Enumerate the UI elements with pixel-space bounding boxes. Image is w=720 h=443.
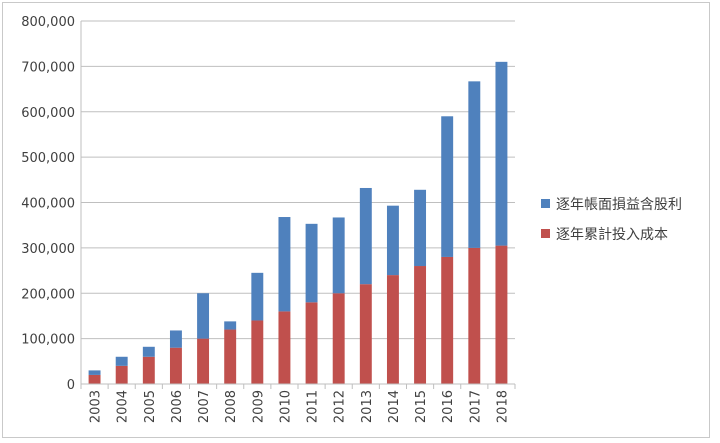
y-tick-label: 0 [67, 378, 75, 393]
bar-profit-2007[interactable] [197, 293, 210, 339]
bar-profit-2016[interactable] [441, 116, 454, 257]
y-tick-label: 700,000 [21, 60, 75, 75]
bar-profit-2009[interactable] [251, 272, 264, 321]
x-tick-label: 2013 [360, 390, 375, 423]
x-tick-label: 2015 [414, 390, 429, 423]
legend-label: 逐年累計投入成本 [556, 227, 668, 243]
x-tick-label: 2018 [495, 390, 510, 423]
bar-profit-2005[interactable] [142, 346, 155, 357]
x-tick-label: 2008 [224, 390, 239, 423]
x-tick-label: 2005 [143, 390, 158, 423]
axes [80, 21, 516, 389]
bar-cost-2004[interactable] [115, 365, 128, 384]
x-tick-label: 2010 [278, 390, 293, 423]
bar-cost-2011[interactable] [305, 302, 318, 384]
y-tick-label: 200,000 [21, 287, 75, 302]
y-tick-label: 500,000 [21, 151, 75, 166]
bar-cost-2012[interactable] [332, 293, 345, 384]
bar-cost-2009[interactable] [251, 320, 264, 384]
bar-profit-2004[interactable] [115, 356, 128, 366]
y-tick-label: 600,000 [21, 106, 75, 121]
bar-profit-2006[interactable] [169, 330, 182, 348]
bar-profit-2017[interactable] [468, 81, 481, 248]
x-tick-label: 2003 [89, 390, 104, 423]
bar-cost-2010[interactable] [278, 311, 291, 384]
x-tick-label: 2009 [251, 390, 266, 423]
bar-cost-2016[interactable] [441, 256, 454, 384]
bar-cost-2018[interactable] [495, 245, 508, 384]
bar-cost-2014[interactable] [386, 275, 399, 384]
bar-cost-2005[interactable] [142, 356, 155, 384]
bar-cost-2013[interactable] [359, 284, 372, 384]
x-tick-label: 2016 [441, 390, 456, 423]
y-tick-label: 300,000 [21, 242, 75, 257]
y-tick-label: 800,000 [21, 15, 75, 30]
y-tick-label: 400,000 [21, 197, 75, 212]
bar-profit-2010[interactable] [278, 217, 291, 312]
bars [88, 61, 508, 384]
gridlines [81, 20, 515, 385]
bar-profit-2014[interactable] [386, 205, 399, 276]
x-tick-label: 2014 [387, 390, 402, 423]
chart-area[interactable]: 0 100,000 200,000 300,000 400,000 500,000 600,… [2, 2, 710, 438]
bar-cost-2003[interactable] [88, 374, 101, 384]
x-tick-label: 2007 [197, 390, 212, 423]
x-tick-label: 2017 [468, 390, 483, 423]
x-axis-tick-labels: 2003 2004 2005 2006 2007 2008 2009 2010 2011 2012… [89, 390, 511, 423]
legend-swatch [541, 229, 550, 238]
y-tick-label: 100,000 [21, 333, 75, 348]
bar-cost-2007[interactable] [197, 338, 210, 384]
legend-swatch [541, 199, 550, 208]
bar-cost-2017[interactable] [468, 247, 481, 384]
bar-profit-2013[interactable] [359, 187, 372, 285]
bar-profit-2003[interactable] [88, 370, 101, 375]
bar-profit-2015[interactable] [414, 189, 427, 267]
x-tick-label: 2004 [116, 390, 131, 423]
bar-profit-2018[interactable] [495, 61, 508, 246]
bar-cost-2008[interactable] [224, 329, 237, 384]
y-axis-tick-labels: 0 100,000 200,000 300,000 400,000 500,000 600,… [21, 15, 75, 393]
bar-cost-2006[interactable] [169, 347, 182, 384]
x-tick-label: 2011 [306, 390, 321, 423]
x-tick-label: 2006 [170, 390, 185, 423]
legend-label: 逐年帳面損益含股利 [556, 197, 682, 213]
bar-profit-2008[interactable] [224, 321, 237, 330]
stacked-bar-chart: 0 100,000 200,000 300,000 400,000 500,000 600,… [21, 15, 682, 423]
bar-profit-2012[interactable] [332, 217, 345, 294]
bar-cost-2015[interactable] [414, 266, 427, 384]
x-tick-label: 2012 [333, 390, 348, 423]
bar-profit-2011[interactable] [305, 223, 318, 303]
